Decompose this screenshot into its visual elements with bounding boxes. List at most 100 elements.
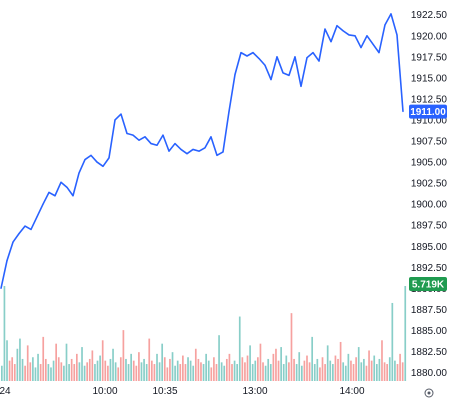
y-tick-label: 1887.50 [411,305,448,316]
volume-bar [264,365,267,381]
volume-bar [363,358,365,381]
volume-bar [347,353,350,381]
volume-bar [99,355,101,381]
volume-bar [262,362,264,381]
volume-bar [210,367,213,381]
volume-bar [277,360,280,381]
volume-bar [293,358,295,381]
volume-bar [280,347,282,381]
volume-bar [132,360,135,381]
volume-bar [57,357,60,381]
time-axis[interactable]: 24 10:00 10:35 13:00 14:00 [0,386,365,397]
volume-bar [290,313,293,381]
volume-bar [107,365,109,381]
price-point [48,191,50,193]
volume-bar [238,316,241,381]
price-point [378,52,380,54]
volume-bar [313,364,316,381]
volume-bars [1,286,407,382]
volume-bar [249,345,251,382]
volume-bar [324,364,326,381]
volume-bar [350,360,352,381]
volume-bar [381,340,383,381]
volume-bar [360,362,363,381]
price-point [42,203,44,205]
volume-bar [179,364,182,381]
price-point [318,60,320,62]
volume-bar [368,350,370,381]
price-point [360,46,362,49]
volume-bar [192,365,195,381]
x-tick-label: 10:35 [152,386,177,397]
volume-bar [140,362,143,381]
volume-bar [311,336,314,381]
y-tick-label: 1895.00 [411,242,448,253]
volume-bar [298,352,301,381]
last-value-badges: 1911.00 5.719K [409,104,447,291]
volume-bar [218,335,220,381]
price-point [276,56,278,58]
price-point [228,110,230,113]
volume-bar [114,362,117,381]
volume-bar [337,358,339,381]
volume-bar [334,355,337,381]
y-tick-label: 1907.50 [411,137,448,148]
price-point [6,260,8,262]
volume-bar [143,358,145,381]
y-tick-label: 1880.00 [411,368,448,379]
price-point [168,150,170,152]
price-point [264,64,266,66]
gear-icon[interactable] [424,388,434,398]
volume-bar [26,345,29,382]
price-point [90,154,92,156]
volume-bar [386,364,388,381]
price-point [192,148,194,151]
volume-bar [285,355,288,381]
volume-bar [352,364,355,381]
y-tick-label: 1912.50 [411,94,448,105]
price-point [288,74,290,76]
volume-bar [148,338,151,381]
volume-bar [32,357,34,381]
x-tick-label: 13:00 [242,386,267,397]
volume-bar [1,365,3,381]
volume-bar [150,360,153,381]
price-point [162,134,164,136]
volume-bar [34,367,37,381]
volume-bar [3,286,6,381]
volume-bar [176,360,179,381]
volume-bar [378,358,381,381]
volume-bar [169,358,171,381]
last-price-label: 1911.00 [410,107,446,118]
price-point [54,195,56,197]
volume-bar [163,357,166,381]
price-point [336,25,338,27]
price-point [36,216,38,218]
volume-bar [42,336,45,381]
volume-bar [60,362,63,381]
volume-bar [101,340,104,381]
volume-bar [138,352,140,381]
volume-bar [339,341,342,381]
price-point [114,119,116,121]
price-point [234,73,236,76]
y-tick-label: 1905.00 [411,158,448,169]
volume-bar [267,358,270,381]
volume-bar [370,360,373,381]
volume-bar [394,360,396,381]
price-point [300,85,302,87]
volume-bar [182,355,184,381]
volume-bar [6,340,8,381]
volume-bar [112,348,114,381]
y-tick-label: 1885.00 [411,326,448,337]
volume-bar [233,360,236,381]
price-axis[interactable]: 1922.50 1920.00 1917.50 1915.00 1912.50 1910.… [411,10,448,379]
volume-bar [355,357,357,381]
volume-bar [63,365,65,381]
volume-bar [342,362,345,381]
settings-icon-group[interactable] [424,388,434,398]
volume-bar [236,364,239,381]
volume-bar [50,367,52,381]
